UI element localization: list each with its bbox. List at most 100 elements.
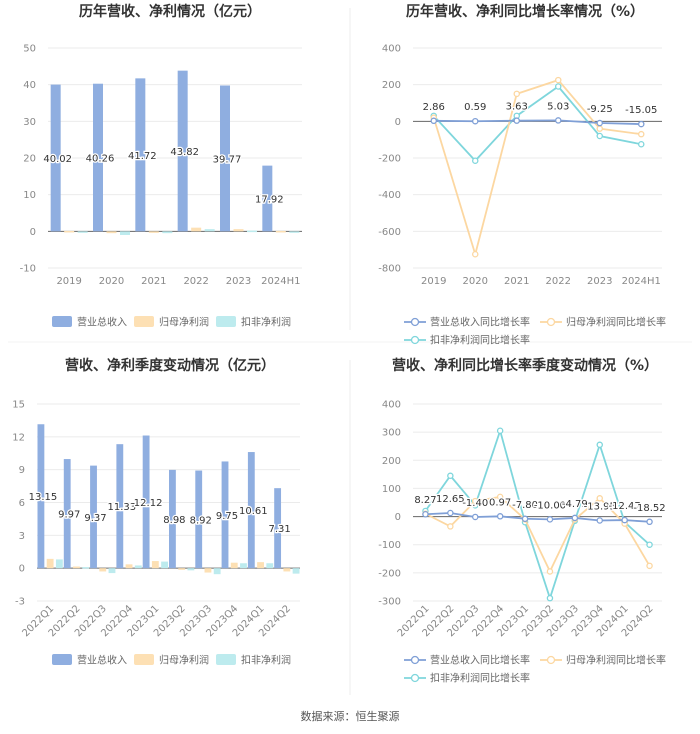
chart-title: 历年营收、净利情况（亿元） (79, 3, 261, 20)
bar (82, 567, 90, 569)
bar (135, 78, 146, 232)
data-label: 39.77 (213, 154, 242, 165)
y-tick-label: 400 (382, 400, 401, 411)
data-label: -15.05 (625, 105, 657, 116)
data-point (496, 513, 504, 520)
y-tick-label: 30 (23, 117, 36, 128)
legend-label: 营业总收入同比增长率 (430, 654, 530, 667)
bar (195, 470, 203, 569)
legend-label: 扣非净利润同比增长率 (430, 672, 530, 685)
bar (148, 231, 159, 233)
data-label: 9.97 (58, 510, 80, 521)
bar (283, 568, 291, 572)
legend-marker (410, 317, 420, 327)
data-point (546, 594, 554, 602)
legend-marker (546, 655, 556, 665)
series-line (425, 495, 651, 574)
y-tick-label: 0 (19, 564, 25, 575)
y-tick-label: 6 (19, 498, 25, 509)
data-label: -7.80 (512, 500, 538, 511)
data-label: -13.95 (584, 501, 616, 512)
y-tick-label: 3 (19, 531, 25, 542)
data-label: 9.75 (216, 511, 238, 522)
data-point (471, 250, 479, 258)
chart-quarter-bar: 营收、净利季度变动情况（亿元）-3036912152022Q12022Q2202… (12, 357, 300, 667)
bar (274, 488, 282, 569)
data-point (571, 514, 579, 522)
data-point (596, 132, 604, 140)
legend-label: 归母净利润 (159, 316, 209, 329)
chart-title: 历年营收、净利同比增长率情况（%） (406, 3, 644, 20)
data-label: 0.97 (489, 497, 511, 508)
bar (177, 70, 188, 232)
legend-swatch (52, 316, 72, 327)
legend-label: 营业总收入 (77, 316, 127, 329)
data-label: 2.86 (423, 102, 445, 113)
chart-title: 营收、净利季度变动情况（亿元） (65, 357, 275, 374)
data-point (621, 516, 628, 524)
x-tick-label: 2019 (421, 276, 446, 287)
x-tick-label: 2024H1 (622, 276, 661, 287)
bar (213, 568, 221, 575)
bar (187, 568, 195, 571)
bar (168, 469, 176, 569)
data-label: 12.12 (134, 498, 163, 509)
legend-label: 扣非净利润 (241, 316, 291, 329)
data-point (596, 495, 604, 502)
data-point (496, 493, 504, 501)
data-point (638, 120, 645, 128)
bar (46, 558, 54, 569)
bar (37, 424, 45, 569)
bar (50, 84, 61, 232)
bar (64, 230, 75, 233)
legend-label: 营业总收入同比增长率 (430, 316, 530, 329)
data-point (513, 90, 521, 98)
bar (161, 561, 169, 569)
data-label: -4.79 (562, 499, 588, 510)
legend-label: 归母净利润同比增长率 (566, 654, 666, 667)
data-label: -12.47 (609, 501, 641, 512)
y-tick-label: -3 (15, 597, 25, 608)
legend-marker (410, 655, 420, 665)
bar (90, 465, 97, 569)
chart-quarter-line: 营收、净利同比增长率季度变动情况（%） -300 -200 -100 0 100 200 30… (378, 357, 667, 685)
data-point (422, 510, 429, 518)
data-point (596, 517, 604, 524)
x-tick-label: 2021 (141, 276, 166, 287)
bar (120, 231, 130, 235)
data-point (596, 125, 604, 132)
data-point (471, 513, 479, 521)
data-point (546, 568, 554, 575)
data-point (521, 515, 529, 523)
x-tick-label: 2024H1 (261, 276, 300, 287)
series-line (424, 427, 651, 602)
data-label: 41.72 (128, 151, 157, 162)
data-label: 10.61 (239, 506, 268, 517)
y-tick-label: 10 (23, 190, 36, 201)
y-tick-label: 200 (382, 80, 401, 91)
x-tick-label: 2021 (504, 276, 529, 287)
legend-swatch (134, 654, 154, 665)
data-point (555, 76, 562, 84)
data-point (471, 497, 479, 505)
y-tick-label: 400 (382, 44, 401, 55)
data-label: -9.25 (587, 104, 613, 115)
y-tick-label: 100 (382, 484, 401, 495)
data-point (447, 472, 454, 480)
data-point (513, 117, 521, 124)
bar (77, 231, 88, 233)
data-label: 11.33 (107, 502, 136, 513)
data-label: 7.31 (268, 524, 290, 535)
bar (178, 568, 186, 570)
data-point (638, 140, 645, 148)
bar (99, 568, 107, 572)
data-label: 43.82 (170, 147, 199, 158)
data-label: -18.52 (633, 503, 665, 514)
data-point (496, 427, 504, 434)
legend-swatch (216, 316, 236, 327)
data-label: 17.92 (255, 194, 284, 205)
bar (191, 227, 202, 232)
data-label: -1.40 (462, 498, 488, 509)
data-point (555, 117, 562, 124)
